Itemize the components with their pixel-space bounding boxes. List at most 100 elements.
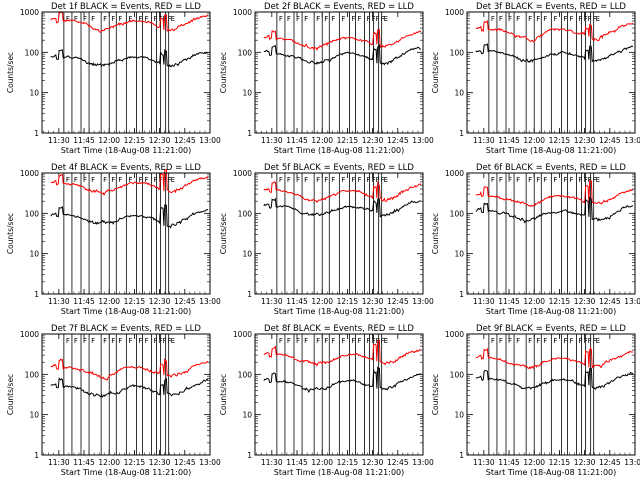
attenuator-label: F bbox=[593, 337, 597, 345]
panel-title: Det 6f BLACK = Events, RED = LLD bbox=[476, 163, 626, 173]
x-tick-label: 12:30 bbox=[574, 297, 596, 306]
y-axis-label: Counts/sec bbox=[219, 52, 228, 93]
attenuator-label: F bbox=[83, 176, 87, 184]
attenuator-label: F bbox=[324, 15, 328, 23]
y-tick-label: 1 bbox=[247, 451, 252, 460]
series-lld-line bbox=[50, 169, 209, 197]
plot-frame bbox=[41, 333, 211, 456]
attenuator-label: F bbox=[528, 176, 532, 184]
series-events-line bbox=[263, 366, 422, 393]
panel-title: Det 1f BLACK = Events, RED = LLD bbox=[51, 2, 201, 12]
attenuator-label: F bbox=[316, 337, 320, 345]
attenuator-label: F bbox=[381, 176, 385, 184]
y-axis-label: Counts/sec bbox=[431, 213, 440, 254]
series-events-line bbox=[475, 196, 634, 224]
x-axis-label: Start Time (18-Aug-08 11:21:00) bbox=[274, 307, 405, 316]
panel-title: Det 5f BLACK = Events, RED = LLD bbox=[264, 163, 414, 173]
attenuator-label: F bbox=[287, 337, 291, 345]
series-lld-line bbox=[50, 358, 209, 381]
y-axis-label: Counts/sec bbox=[431, 52, 440, 93]
x-tick-label: 13:00 bbox=[412, 136, 434, 145]
panel-6: Det 6f BLACK = Events, RED = LLD Counts/s… bbox=[431, 163, 640, 316]
attenuator-label: F bbox=[324, 337, 328, 345]
attenuator-label: E bbox=[596, 337, 600, 345]
y-tick-label: 1 bbox=[34, 451, 39, 460]
attenuator-label: F bbox=[499, 337, 503, 345]
attenuator-label: F bbox=[168, 176, 172, 184]
x-tick-label: 11:30 bbox=[473, 458, 495, 467]
y-tick-label: 10 bbox=[242, 89, 252, 98]
y-axis-label: Counts/sec bbox=[6, 213, 15, 254]
x-tick-label: 12:30 bbox=[574, 458, 596, 467]
attenuator-label: F bbox=[111, 15, 115, 23]
attenuator-label: F bbox=[528, 15, 532, 23]
attenuator-label: F bbox=[516, 176, 520, 184]
x-tick-label: 11:30 bbox=[473, 297, 495, 306]
x-tick-label: 12:45 bbox=[599, 136, 621, 145]
attenuator-label: F bbox=[83, 337, 87, 345]
attenuator-label: F bbox=[324, 176, 328, 184]
attenuator-label: F bbox=[287, 15, 291, 23]
attenuator-label: F bbox=[367, 15, 371, 23]
series-lld-line bbox=[475, 347, 634, 370]
panel-9: Det 9f BLACK = Events, RED = LLD Counts/s… bbox=[431, 324, 640, 477]
y-tick-label: 100 bbox=[450, 48, 465, 57]
x-tick-label: 11:45 bbox=[73, 458, 95, 467]
x-tick-label: 12:00 bbox=[311, 136, 333, 145]
y-tick-label: 1000 bbox=[20, 169, 39, 178]
panel-title: Det 7f BLACK = Events, RED = LLD bbox=[51, 324, 201, 334]
y-axis-label: Counts/sec bbox=[219, 374, 228, 415]
attenuator-label: F bbox=[304, 337, 308, 345]
attenuator-label: F bbox=[536, 176, 540, 184]
series-lld-line bbox=[475, 179, 634, 207]
attenuator-label: E bbox=[171, 176, 175, 184]
attenuator-label: F bbox=[563, 176, 567, 184]
panel-4: Det 4f BLACK = Events, RED = LLD Counts/s… bbox=[6, 163, 221, 316]
attenuator-label: F bbox=[144, 15, 148, 23]
x-tick-label: 12:45 bbox=[387, 297, 409, 306]
y-tick-label: 1 bbox=[459, 290, 464, 299]
attenuator-label: F bbox=[579, 337, 583, 345]
y-axis-label: Counts/sec bbox=[431, 374, 440, 415]
attenuator-label: F bbox=[588, 176, 592, 184]
y-tick-label: 10 bbox=[454, 250, 464, 259]
x-tick-label: 12:15 bbox=[337, 136, 359, 145]
attenuator-label: F bbox=[351, 337, 355, 345]
series-lld-line bbox=[263, 339, 422, 367]
x-tick-label: 12:00 bbox=[311, 297, 333, 306]
attenuator-label: F bbox=[118, 176, 122, 184]
attenuator-label: F bbox=[341, 15, 345, 23]
y-tick-label: 100 bbox=[238, 48, 253, 57]
x-tick-label: 12:15 bbox=[549, 136, 571, 145]
y-tick-label: 1000 bbox=[445, 330, 464, 339]
x-tick-label: 12:45 bbox=[174, 458, 196, 467]
attenuator-label: F bbox=[304, 176, 308, 184]
x-tick-label: 11:30 bbox=[48, 458, 70, 467]
panel-3: Det 3f BLACK = Events, RED = LLD Counts/s… bbox=[431, 2, 640, 155]
x-tick-label: 11:45 bbox=[286, 297, 308, 306]
x-tick-label: 12:00 bbox=[98, 136, 120, 145]
attenuator-label: F bbox=[553, 337, 557, 345]
attenuator-label: F bbox=[144, 337, 148, 345]
x-tick-label: 12:30 bbox=[574, 136, 596, 145]
x-tick-label: 11:45 bbox=[498, 136, 520, 145]
attenuator-label: F bbox=[304, 15, 308, 23]
panel-title: Det 8f BLACK = Events, RED = LLD bbox=[264, 324, 414, 334]
attenuator-label: F bbox=[91, 15, 95, 23]
panel-title: Det 2f BLACK = Events, RED = LLD bbox=[264, 2, 414, 12]
panel-7: Det 7f BLACK = Events, RED = LLD Counts/s… bbox=[6, 324, 221, 477]
x-tick-label: 12:00 bbox=[523, 136, 545, 145]
x-tick-label: 11:30 bbox=[261, 136, 283, 145]
attenuator-label: F bbox=[536, 337, 540, 345]
attenuator-label: F bbox=[138, 15, 142, 23]
x-tick-label: 12:30 bbox=[362, 136, 384, 145]
attenuator-label: F bbox=[279, 176, 283, 184]
attenuator-label: F bbox=[128, 176, 132, 184]
y-tick-label: 1 bbox=[34, 290, 39, 299]
attenuator-label: F bbox=[357, 15, 361, 23]
attenuator-label: F bbox=[103, 176, 107, 184]
attenuator-label: F bbox=[381, 337, 385, 345]
x-tick-label: 12:15 bbox=[337, 458, 359, 467]
y-tick-label: 10 bbox=[454, 411, 464, 420]
